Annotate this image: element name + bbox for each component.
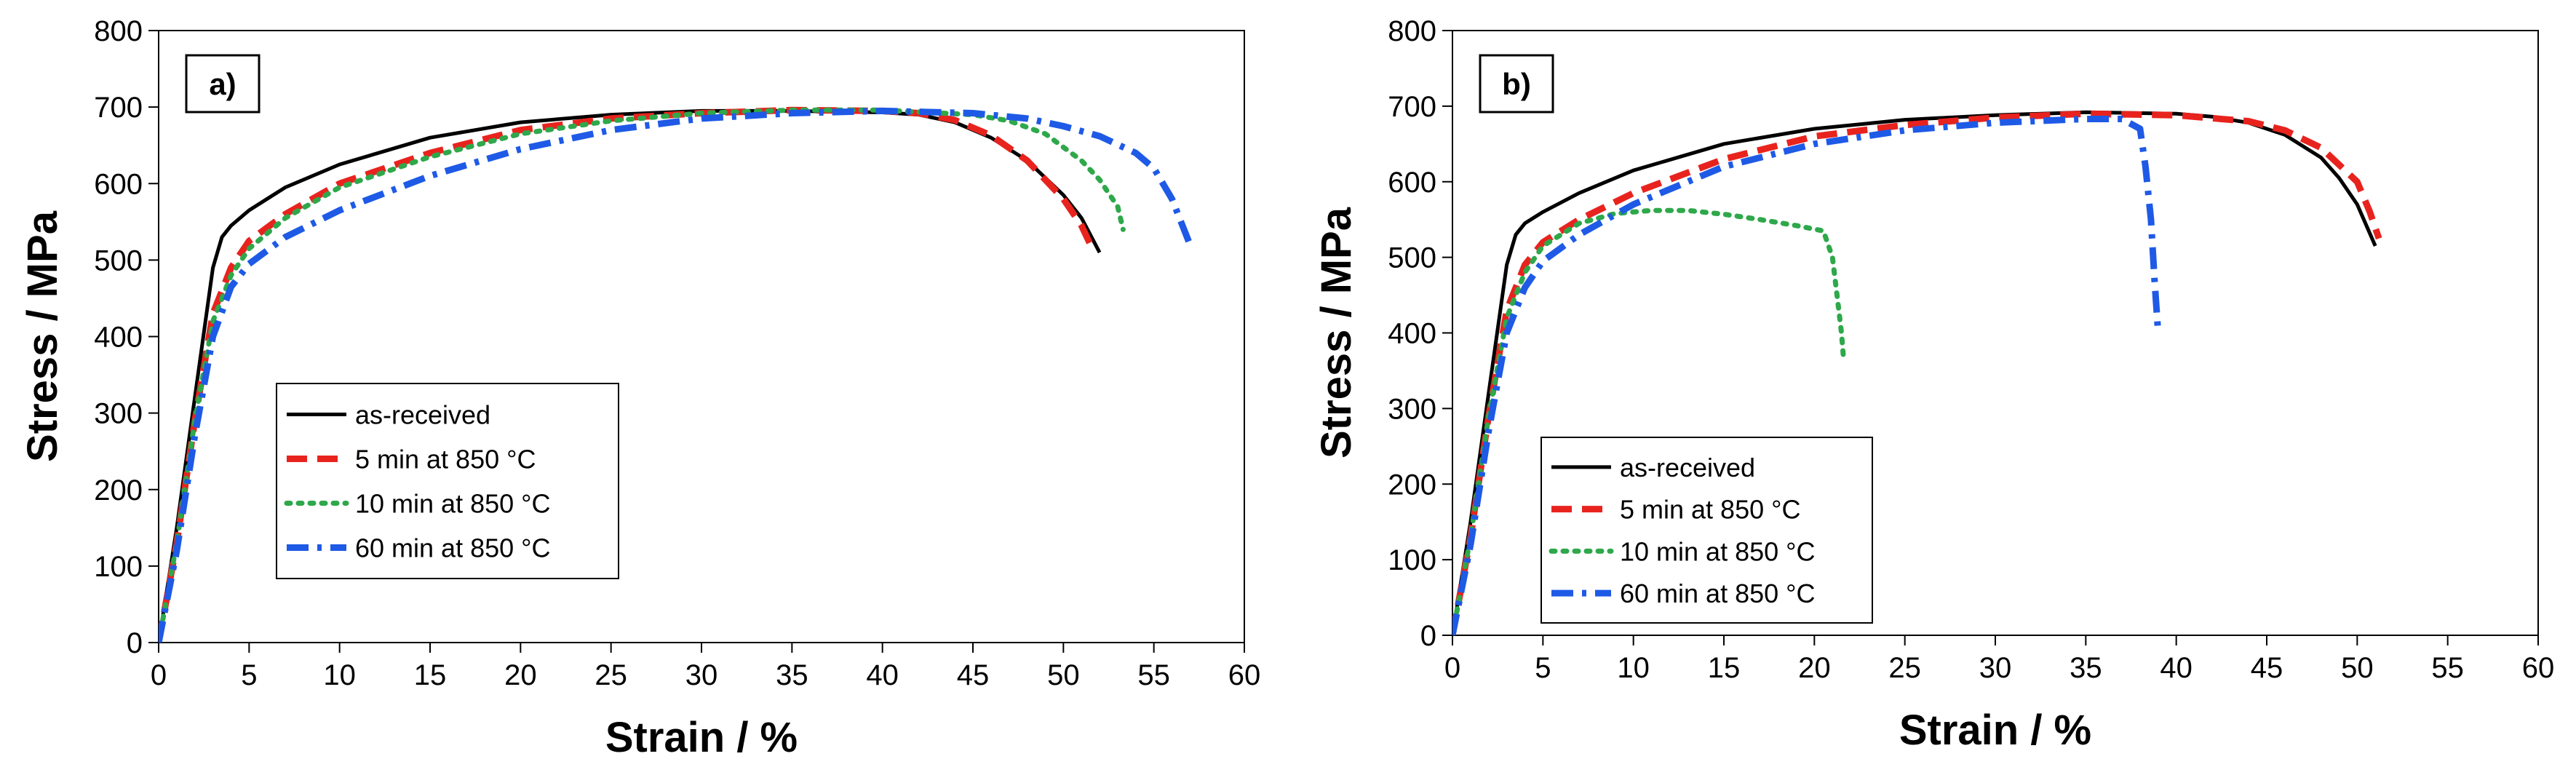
- x-tick-label: 45: [957, 659, 990, 691]
- y-tick-label: 100: [94, 551, 143, 583]
- y-tick-label: 500: [94, 245, 143, 277]
- y-tick-label: 200: [94, 474, 143, 506]
- y-tick-label: 200: [1388, 469, 1436, 501]
- legend-label-3: 60 min at 850 °C: [355, 533, 551, 563]
- x-tick-label: 30: [1979, 652, 2012, 684]
- y-tick-label: 300: [94, 398, 143, 430]
- legend: as-received 5 min at 850 °C 10 min at 850 …: [1541, 437, 1873, 624]
- y-axis-title: Stress / MPa: [1313, 207, 1360, 458]
- series-line-0: [1452, 110, 2377, 635]
- x-tick-label: 50: [1047, 659, 1080, 691]
- x-tick-label: 5: [1535, 652, 1551, 684]
- y-tick-label: 800: [94, 15, 143, 47]
- x-tick-label: 50: [2341, 652, 2374, 684]
- x-tick-label: 55: [1137, 659, 1170, 691]
- x-tick-label: 45: [2251, 652, 2283, 684]
- y-axis-title: Stress / MPa: [19, 210, 66, 462]
- panel-label: b): [1502, 67, 1531, 101]
- y-tick-label: 700: [94, 92, 143, 124]
- x-tick-label: 40: [2160, 652, 2193, 684]
- series-line-1: [1452, 110, 2382, 635]
- x-tick-label: 15: [414, 659, 447, 691]
- legend-label-3: 60 min at 850 °C: [1620, 579, 1816, 608]
- x-tick-label: 35: [776, 659, 808, 691]
- x-tick-label: 20: [504, 659, 537, 691]
- y-tick-label: 500: [1388, 242, 1436, 274]
- series-line-1: [159, 106, 1094, 643]
- x-axis-title: Strain / %: [605, 714, 798, 761]
- y-tick-label: 800: [1388, 15, 1436, 47]
- series-line-2: [159, 107, 1126, 643]
- legend-label-1: 5 min at 850 °C: [1620, 495, 1801, 525]
- x-tick-label: 0: [1444, 652, 1460, 684]
- y-tick-label: 700: [1388, 91, 1436, 123]
- x-tick-label: 35: [2070, 652, 2102, 684]
- x-tick-label: 60: [2522, 652, 2555, 684]
- y-tick-label: 400: [94, 322, 143, 354]
- legend-label-2: 10 min at 850 °C: [1620, 536, 1816, 566]
- y-tick-label: 300: [1388, 393, 1436, 425]
- series-line-2: [1452, 207, 1846, 635]
- series-line-3: [159, 107, 1193, 643]
- x-tick-label: 10: [1617, 652, 1650, 684]
- x-tick-label: 55: [2431, 652, 2464, 684]
- y-tick-label: 400: [1388, 318, 1436, 350]
- y-tick-label: 0: [1420, 620, 1436, 652]
- x-tick-label: 60: [1228, 659, 1261, 691]
- y-tick-label: 600: [1388, 167, 1436, 199]
- series-line-3: [1452, 116, 2162, 635]
- chart-panel-a: 0 100 200 300 400 500 600 700 800 0 5 10 15 20 25 30 35 4…: [19, 15, 1260, 761]
- x-tick-label: 40: [866, 659, 899, 691]
- x-axis-title: Strain / %: [1899, 707, 2091, 754]
- y-tick-label: 0: [127, 627, 143, 659]
- y-tick-label: 100: [1388, 544, 1436, 576]
- x-tick-label: 15: [1708, 652, 1741, 684]
- x-tick-label: 0: [151, 659, 167, 691]
- legend: as-received 5 min at 850 °C 10 min at 850 …: [276, 383, 619, 579]
- panel-label-box: [1479, 54, 1554, 114]
- y-tick-label: 600: [94, 168, 143, 200]
- legend-label-0: as-received: [355, 400, 490, 430]
- x-tick-label: 30: [685, 659, 718, 691]
- chart-panel-b: 0 100 200 300 400 500 600 700 800 0 5 10 15 20 25 30 35 4…: [1313, 15, 2554, 754]
- x-tick-label: 20: [1798, 652, 1831, 684]
- x-tick-label: 10: [323, 659, 356, 691]
- legend-label-1: 5 min at 850 °C: [355, 445, 536, 474]
- x-tick-label: 5: [241, 659, 257, 691]
- panel-label-box: [185, 54, 261, 114]
- panel-label: a): [209, 67, 236, 101]
- x-tick-label: 25: [595, 659, 627, 691]
- legend-label-0: as-received: [1620, 453, 1755, 482]
- legend-label-2: 10 min at 850 °C: [355, 489, 551, 519]
- x-tick-label: 25: [1888, 652, 1921, 684]
